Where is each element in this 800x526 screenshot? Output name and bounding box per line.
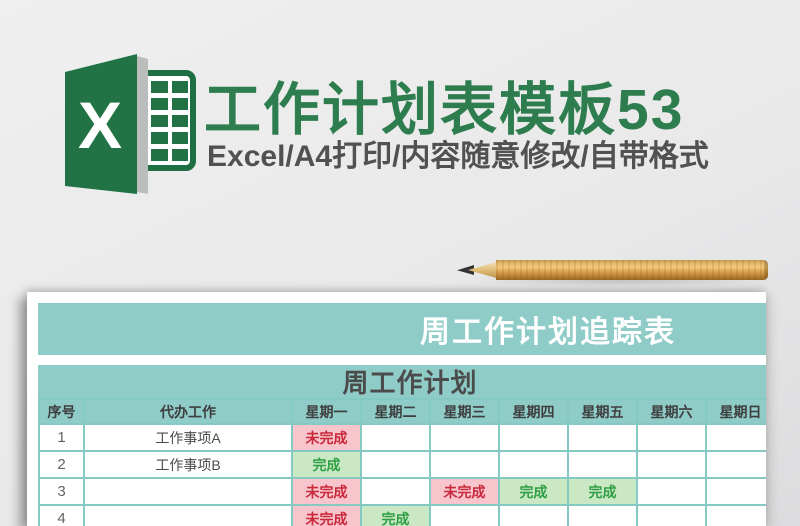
column-header: 代办工作 xyxy=(83,398,293,425)
status-cell: 完成 xyxy=(291,450,362,479)
task-cell xyxy=(83,504,293,526)
day-cell xyxy=(360,450,431,479)
task-cell xyxy=(83,477,293,506)
day-cell xyxy=(567,423,638,452)
column-header: 序号 xyxy=(38,398,85,425)
table-row: 3 未完成 未完成 完成 完成 xyxy=(38,477,766,506)
day-cell xyxy=(360,477,431,506)
status-cell: 未完成 xyxy=(291,423,362,452)
table-row: 4 未完成 完成 xyxy=(38,504,766,526)
status-cell: 未完成 xyxy=(291,477,362,506)
day-cell xyxy=(498,423,569,452)
worksheet: 周工作计划追踪表 周工作计划 序号 代办工作 星期一 星期二 星期三 星期四 星期五 星期六星… xyxy=(38,303,766,526)
table-row: 1 工作事项A 未完成 xyxy=(38,423,766,452)
status-cell: 完成 xyxy=(360,504,431,526)
day-cell xyxy=(567,450,638,479)
plan-table: 序号 代办工作 星期一 星期二 星期三 星期四 星期五 星期六 星期日 1 工作事项A 未完成 2 工作… xyxy=(38,398,766,526)
pencil-graphite-tip xyxy=(457,265,474,275)
day-cell xyxy=(636,477,707,506)
column-header: 星期六 xyxy=(636,398,707,425)
excel-x-letter: X xyxy=(78,88,122,162)
pencil-shaft xyxy=(496,260,768,280)
day-cell xyxy=(636,504,707,526)
column-header: 星期二 xyxy=(360,398,431,425)
column-header: 星期一 xyxy=(291,398,362,425)
column-header: 星期四 xyxy=(498,398,569,425)
header-row: 序号 代办工作 星期一 星期二 星期三 星期四 星期五 星期六 星期日 xyxy=(38,398,766,425)
day-cell xyxy=(567,504,638,526)
plan-table-head: 序号 代办工作 星期一 星期二 星期三 星期四 星期五 星期六 星期日 xyxy=(38,398,766,425)
task-cell: 工作事项B xyxy=(83,450,293,479)
row-number-cell: 3 xyxy=(38,477,85,506)
sheet-title-band: 周工作计划追踪表 xyxy=(38,303,766,355)
page-subtitle: Excel/A4打印/内容随意修改/自带格式 xyxy=(207,140,709,173)
day-cell xyxy=(705,450,766,479)
day-cell xyxy=(636,423,707,452)
day-cell xyxy=(705,477,766,506)
day-cell xyxy=(636,450,707,479)
sheet-title: 周工作计划追踪表 xyxy=(420,316,676,349)
status-cell: 未完成 xyxy=(429,477,500,506)
status-cell: 完成 xyxy=(567,477,638,506)
status-cell: 未完成 xyxy=(291,504,362,526)
column-header: 星期五 xyxy=(567,398,638,425)
spreadsheet-preview: 周工作计划追踪表 周工作计划 序号 代办工作 星期一 星期二 星期三 星期四 星期五 星期六星… xyxy=(27,292,766,526)
row-number-cell: 1 xyxy=(38,423,85,452)
day-cell xyxy=(705,504,766,526)
page-title: 工作计划表模板53 xyxy=(204,78,685,142)
status-cell: 完成 xyxy=(498,477,569,506)
day-cell xyxy=(429,450,500,479)
column-header: 星期日 xyxy=(705,398,766,425)
day-cell xyxy=(498,450,569,479)
row-number-cell: 4 xyxy=(38,504,85,526)
excel-logo-svg: X xyxy=(65,54,196,194)
day-cell xyxy=(705,423,766,452)
section-title: 周工作计划 xyxy=(342,368,478,398)
column-header: 星期三 xyxy=(429,398,500,425)
day-cell xyxy=(429,423,500,452)
pencil-image xyxy=(455,256,772,286)
day-cell xyxy=(429,504,500,526)
excel-logo-icon: X xyxy=(58,50,196,198)
day-cell xyxy=(360,423,431,452)
plan-table-body: 1 工作事项A 未完成 2 工作事项B 完成 3 未完成 未完成 完成 完成 4 未完成 完成 xyxy=(38,423,766,526)
table-row: 2 工作事项B 完成 xyxy=(38,450,766,479)
task-cell: 工作事项A xyxy=(83,423,293,452)
section-title-band: 周工作计划 xyxy=(38,365,766,398)
day-cell xyxy=(498,504,569,526)
row-number-cell: 2 xyxy=(38,450,85,479)
